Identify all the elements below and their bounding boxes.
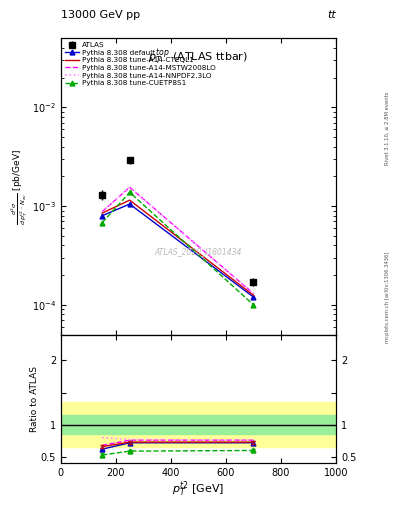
Pythia 8.308 tune-A14-NNPDF2.3LO — [251, 290, 256, 296]
Line: Pythia 8.308 tune-A14-NNPDF2.3LO: Pythia 8.308 tune-A14-NNPDF2.3LO — [102, 187, 253, 293]
Text: $p_T^{top}$ (ATLAS ttbar): $p_T^{top}$ (ATLAS ttbar) — [149, 47, 248, 67]
Text: Rivet 3.1.10, ≥ 2.8M events: Rivet 3.1.10, ≥ 2.8M events — [385, 91, 389, 165]
Text: ATLAS_2020_I1801434: ATLAS_2020_I1801434 — [155, 247, 242, 256]
Pythia 8.308 tune-A14-CTEQL1 — [100, 210, 105, 216]
Pythia 8.308 default — [251, 294, 256, 300]
Legend: ATLAS, Pythia 8.308 default, Pythia 8.308 tune-A14-CTEQL1, Pythia 8.308 tune-A14: ATLAS, Pythia 8.308 default, Pythia 8.30… — [63, 40, 217, 88]
Text: tt: tt — [327, 10, 336, 20]
Text: mcplots.cern.ch [arXiv:1306.3436]: mcplots.cern.ch [arXiv:1306.3436] — [385, 251, 389, 343]
Line: Pythia 8.308 tune-A14-CTEQL1: Pythia 8.308 tune-A14-CTEQL1 — [102, 200, 253, 295]
Pythia 8.308 default — [127, 201, 132, 207]
Pythia 8.308 tune-A14-NNPDF2.3LO — [127, 184, 132, 190]
Pythia 8.308 tune-CUETP8S1 — [251, 302, 256, 308]
Pythia 8.308 tune-A14-MSTW2008LO — [100, 208, 105, 215]
Pythia 8.308 default — [100, 212, 105, 219]
Pythia 8.308 tune-A14-MSTW2008LO — [251, 290, 256, 296]
Y-axis label: $\frac{d^2\sigma}{d\,p_T^{t2}\,\cdot\,N_{ev}}$ [pb/GeV]: $\frac{d^2\sigma}{d\,p_T^{t2}\,\cdot\,N_… — [10, 148, 31, 225]
Y-axis label: Ratio to ATLAS: Ratio to ATLAS — [30, 366, 39, 432]
Line: Pythia 8.308 default: Pythia 8.308 default — [100, 202, 256, 300]
Text: 13000 GeV pp: 13000 GeV pp — [61, 10, 140, 20]
Pythia 8.308 tune-A14-MSTW2008LO — [127, 184, 132, 190]
Pythia 8.308 tune-CUETP8S1 — [127, 189, 132, 196]
Line: Pythia 8.308 tune-A14-MSTW2008LO: Pythia 8.308 tune-A14-MSTW2008LO — [102, 187, 253, 293]
Pythia 8.308 tune-CUETP8S1 — [100, 220, 105, 226]
Pythia 8.308 tune-A14-CTEQL1 — [127, 197, 132, 203]
Pythia 8.308 tune-A14-CTEQL1 — [251, 292, 256, 298]
X-axis label: $p_T^{t2}$ [GeV]: $p_T^{t2}$ [GeV] — [172, 480, 225, 499]
Line: Pythia 8.308 tune-CUETP8S1: Pythia 8.308 tune-CUETP8S1 — [100, 190, 256, 307]
Pythia 8.308 tune-A14-NNPDF2.3LO — [100, 208, 105, 215]
